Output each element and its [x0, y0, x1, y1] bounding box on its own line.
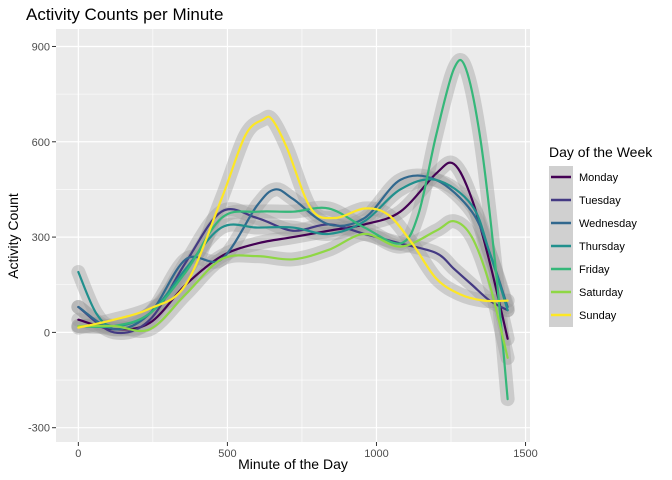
series-line-friday: [77, 58, 509, 401]
chart-title: Activity Counts per Minute: [26, 5, 223, 24]
x-tick-label: 1000: [364, 448, 388, 460]
legend-label-tuesday: Tuesday: [579, 195, 621, 207]
x-axis-title: Minute of the Day: [238, 456, 348, 472]
legend: Day of the Week Monday Tuesday Wednesday Th…: [549, 144, 653, 327]
y-axis-title: Activity Count: [5, 193, 21, 279]
y-tick-label: 300: [32, 232, 50, 244]
series-line-monday: [77, 161, 509, 340]
y-tick-label: -300: [28, 423, 50, 435]
legend-title: Day of the Week: [549, 144, 653, 160]
x-tick-label: 500: [218, 448, 236, 460]
legend-label-thursday: Thursday: [579, 241, 625, 253]
legend-label-sunday: Sunday: [579, 310, 617, 322]
legend-label-saturday: Saturday: [579, 287, 624, 299]
series-lines: [77, 58, 509, 401]
series-line-wednesday: [77, 174, 509, 331]
series-line-sunday: [77, 115, 509, 329]
x-tick-label: 0: [75, 448, 81, 460]
y-tick-label: 0: [44, 327, 50, 339]
y-tick-label: 600: [32, 137, 50, 149]
x-tick-label: 1500: [513, 448, 537, 460]
series-line-saturday: [77, 220, 509, 359]
y-tick-label: 900: [32, 41, 50, 53]
legend-label-monday: Monday: [579, 172, 619, 184]
y-axis-ticks: -300 0 300 600 900: [28, 41, 56, 435]
legend-label-friday: Friday: [579, 264, 610, 276]
x-axis-ticks: 0 500 1000 1500: [75, 442, 538, 460]
legend-label-wednesday: Wednesday: [579, 218, 637, 230]
